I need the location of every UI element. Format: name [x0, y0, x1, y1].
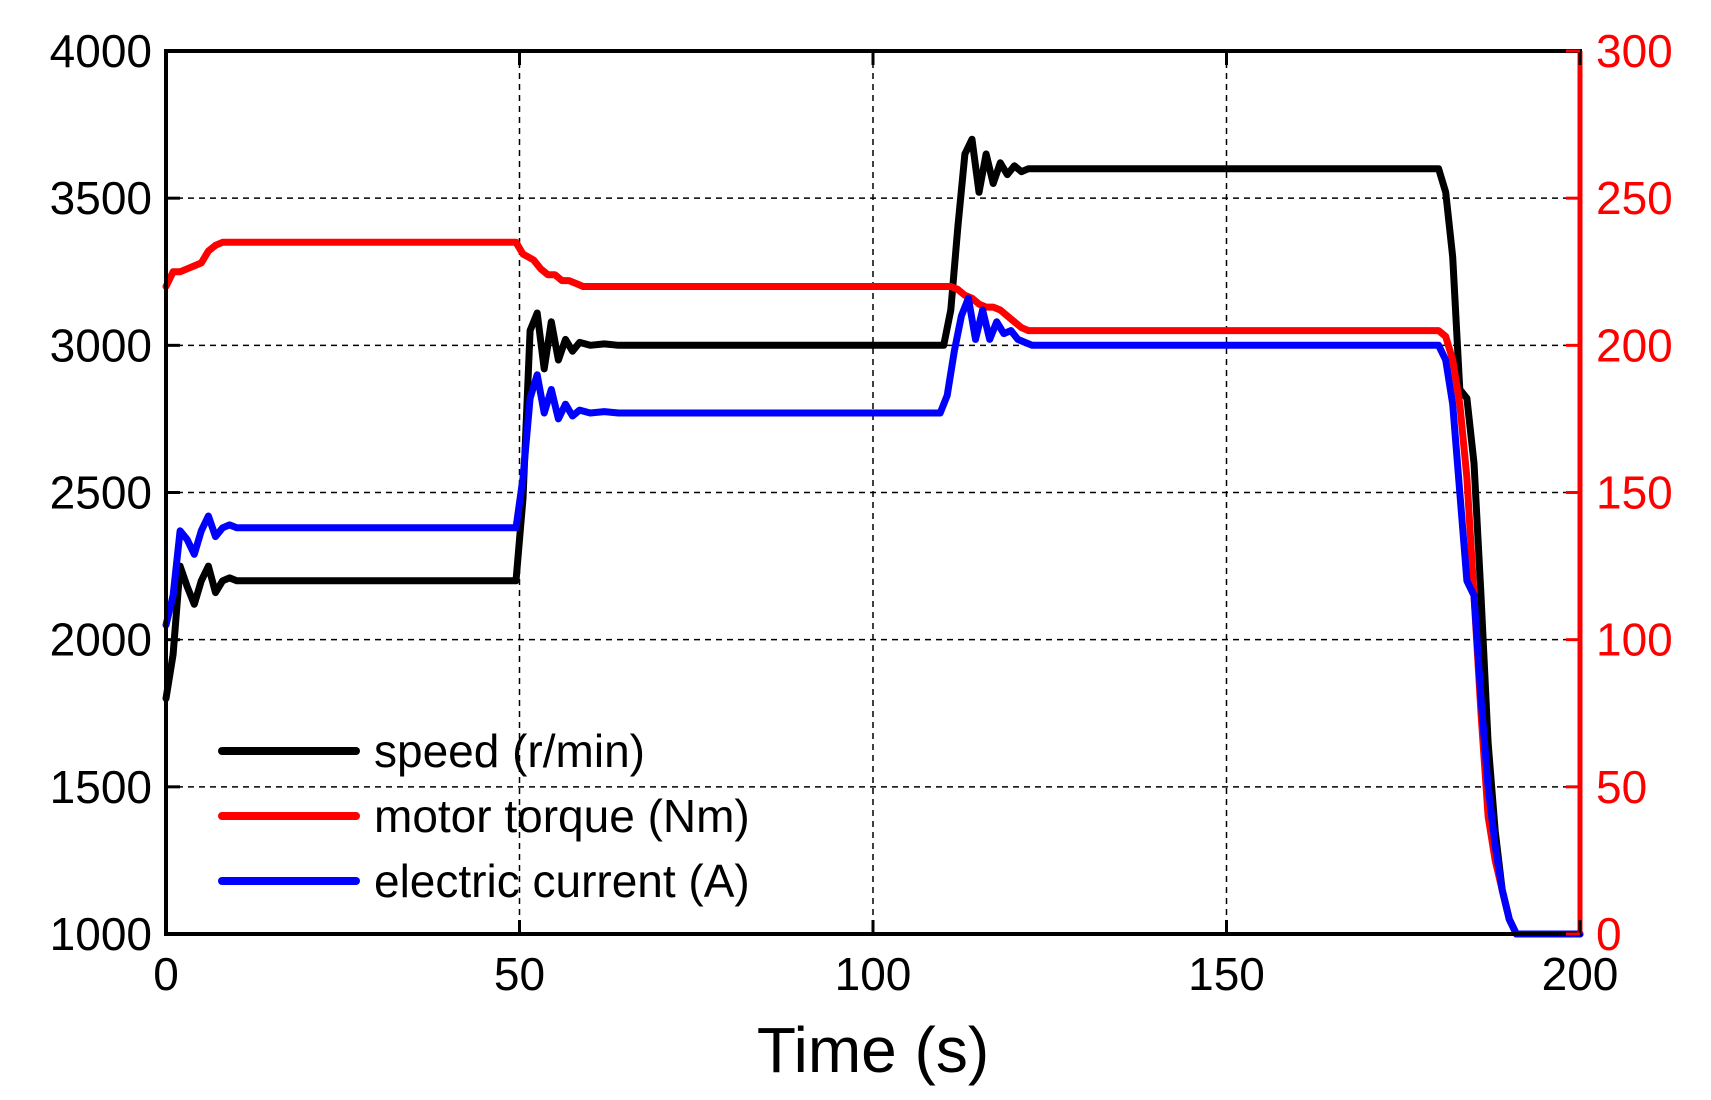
- x-axis-label: Time (s): [757, 1014, 989, 1086]
- series-line-motor: [162, 238, 1584, 938]
- y-right-tick-label: 200: [1596, 319, 1673, 371]
- legend-label-speed: speed (r/min): [374, 725, 645, 777]
- legend-label-electric-current: electric current (A): [374, 855, 750, 907]
- y-left-tick-label: 4000: [50, 25, 152, 77]
- x-tick-label: 200: [1542, 948, 1619, 1000]
- x-tick-label: 0: [153, 948, 179, 1000]
- y-left-tick-label: 2500: [50, 467, 152, 519]
- y-right-tick-label: 250: [1596, 172, 1673, 224]
- y-left-tick-label: 1500: [50, 761, 152, 813]
- series-line-speed: [162, 135, 1584, 938]
- x-tick-label: 150: [1188, 948, 1265, 1000]
- y-left-tick-label: 3000: [50, 319, 152, 371]
- series-line-electric: [162, 294, 1584, 938]
- y-right-tick-label: 300: [1596, 25, 1673, 77]
- x-tick-label: 50: [494, 948, 545, 1000]
- y-right-tick-label: 50: [1596, 761, 1647, 813]
- tick-labels: 0 50 100 150 2001000150020002500300035004000…: [50, 25, 1673, 1000]
- y-left-tick-label: 2000: [50, 614, 152, 666]
- tick-marks: [164, 49, 1582, 936]
- legend: speed (r/min) motor torque (Nm) electric…: [218, 725, 750, 907]
- x-tick-label: 100: [835, 948, 912, 1000]
- legend-label-motor-torque: motor torque (Nm): [374, 790, 750, 842]
- y-right-tick-label: 150: [1596, 467, 1673, 519]
- y-right-tick-label: 100: [1596, 614, 1673, 666]
- y-right-tick-label: 0: [1596, 908, 1622, 960]
- y-left-tick-label: 1000: [50, 908, 152, 960]
- y-left-tick-label: 3500: [50, 172, 152, 224]
- series-lines: [162, 135, 1584, 938]
